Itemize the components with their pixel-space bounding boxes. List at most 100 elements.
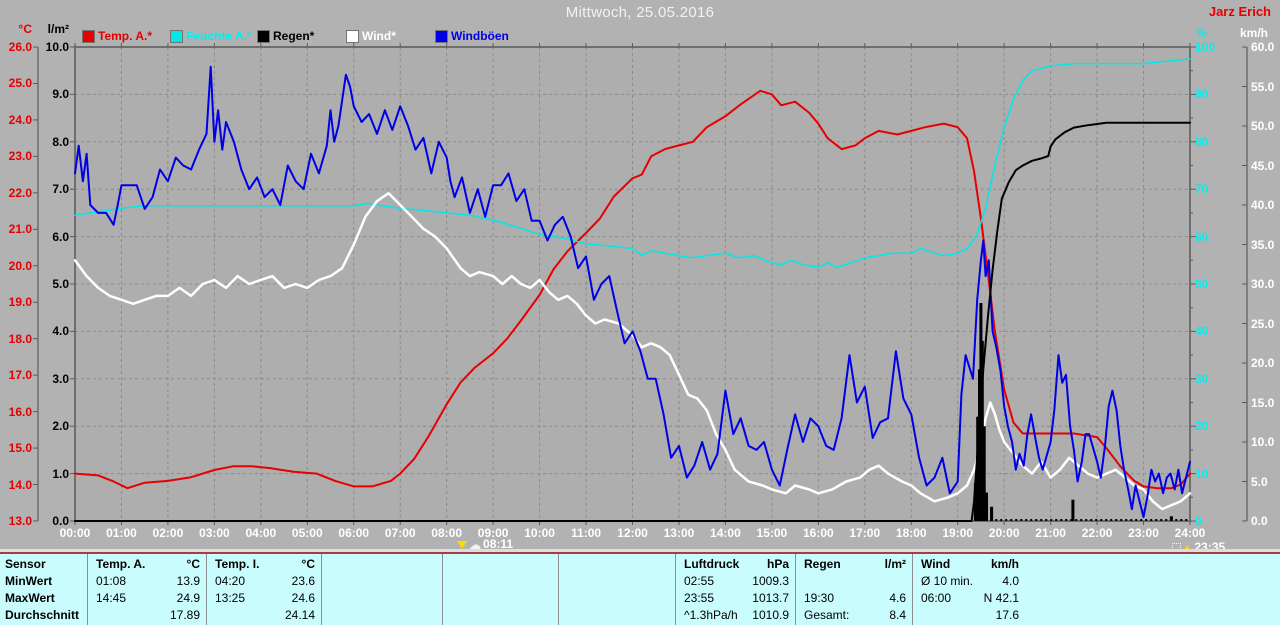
table-cell-value <box>552 590 558 607</box>
time-tick-label: 05:00 <box>291 526 323 540</box>
table-cell: 13:25 24.6 <box>207 590 321 607</box>
table-cell-time: Gesamt: <box>804 608 850 622</box>
time-tick-label: 04:00 <box>245 526 277 540</box>
humidity-tick-label: 80 <box>1195 134 1209 149</box>
time-tick-label: 00:00 <box>59 526 91 540</box>
legend-swatch-icon <box>435 29 448 43</box>
event-marker-time: 23:35 <box>1194 540 1226 554</box>
time-tick-label: 16:00 <box>802 526 834 540</box>
rain-rate-bar <box>976 416 980 521</box>
humidity-tick-label: 90 <box>1195 87 1209 102</box>
wind-tick-label: 60.0 <box>1251 40 1275 54</box>
table-cell-time: 23:55 <box>684 591 715 605</box>
table-row-labels: Sensor MinWert MaxWert Durchschnitt <box>0 554 88 625</box>
table-column-empty <box>322 554 443 625</box>
rain-tick-label: 7.0 <box>52 182 69 197</box>
temp-tick-label: 16.0 <box>8 404 32 419</box>
humidity-tick-label: 50 <box>1195 277 1209 291</box>
wind-tick-label: 35.0 <box>1251 237 1275 252</box>
temp-tick-label: 19.0 <box>8 295 32 310</box>
table-row-label: MaxWert <box>5 591 55 605</box>
rain-rate-bar <box>1169 516 1173 521</box>
table-cell <box>443 607 558 624</box>
wind-tick-label: 55.0 <box>1251 79 1275 94</box>
table-cell <box>322 573 442 590</box>
table-cell <box>559 556 675 573</box>
time-tick-label: 19:00 <box>942 526 974 540</box>
rain-rate-bar <box>1071 499 1075 521</box>
table-row-label: Durchschnitt <box>5 608 80 622</box>
time-tick-label: 01:00 <box>106 526 137 540</box>
table-cell-time <box>322 590 330 607</box>
table-cell: Ø 10 min. 4.0 <box>913 573 1025 590</box>
table-cell: 04:20 23.6 <box>207 573 321 590</box>
table-cell-value: 1010.9 <box>752 608 789 622</box>
table-column-wind: Wind km/h Ø 10 min. 4.0 06:00 N 42.1 17.6 <box>913 554 1025 625</box>
wind-tick-label: 5.0 <box>1251 474 1268 489</box>
table-cell-time <box>443 607 451 624</box>
rain-rate-bar <box>982 426 986 521</box>
humidity-tick-label: 40 <box>1195 324 1209 339</box>
temp-tick-label: 25.0 <box>8 76 32 91</box>
table-cell <box>322 556 442 573</box>
table-cell-time <box>322 573 330 590</box>
legend-item: Feuchte A.* <box>170 29 252 43</box>
chart-plot-area[interactable] <box>0 0 1280 552</box>
humidity-tick-label: 20 <box>1195 419 1209 434</box>
table-cell-time: 04:20 <box>215 574 246 588</box>
table-cell-value: 17.89 <box>169 608 200 622</box>
table-cell-value: °C <box>186 557 200 571</box>
table-cell: 17.6 <box>913 607 1025 624</box>
series-temp-a- <box>74 89 1191 490</box>
table-cell-time <box>913 607 921 624</box>
table-cell-value: km/h <box>990 557 1019 571</box>
table-cell: 01:08 13.9 <box>88 573 206 590</box>
up-arrow-icon <box>1182 545 1193 553</box>
table-cell-value: 17.6 <box>995 608 1019 622</box>
table-cell-time <box>322 556 330 573</box>
series-feuchte-a- <box>74 58 1191 269</box>
time-tick-label: 03:00 <box>199 526 230 540</box>
legend-item: Regen* <box>257 29 315 43</box>
time-tick-label: 12:00 <box>617 526 648 540</box>
table-cell: Temp. A. °C <box>88 556 206 573</box>
table-cell <box>443 573 558 590</box>
time-tick-label: 17:00 <box>849 526 881 540</box>
summary-table: Sensor MinWert MaxWert Durchschnitt Temp. A.… <box>0 552 1280 625</box>
table-cell-value: 24.9 <box>176 591 200 605</box>
wind-tick-label: 20.0 <box>1251 356 1275 370</box>
temp-tick-label: 14.0 <box>8 477 32 492</box>
time-tick-label: 09:00 <box>477 526 509 540</box>
humidity-tick-label: 10 <box>1195 466 1209 481</box>
table-cell-time <box>559 607 567 624</box>
table-cell-value <box>669 556 675 573</box>
table-cell-time <box>796 573 804 590</box>
time-tick-label: 20:00 <box>988 526 1020 540</box>
table-row-label: MinWert <box>5 574 53 588</box>
station-name: Jarz Erich <box>1208 4 1271 19</box>
rain-tick-label: 9.0 <box>52 87 69 102</box>
rain-tick-label: 4.0 <box>52 324 69 339</box>
table-cell-value: °C <box>301 557 315 571</box>
table-cell-time: 06:00 <box>921 591 952 605</box>
table-cell-value: l/m² <box>884 557 906 571</box>
legend-label: Windböen <box>451 29 509 43</box>
table-column-temp-a-: Temp. A. °C 01:08 13.9 14:45 24.9 17.89 <box>88 554 207 625</box>
table-cell-value <box>669 607 675 624</box>
table-cell-time <box>559 573 567 590</box>
time-tick-label: 21:00 <box>1035 526 1066 540</box>
time-tick-label: 02:00 <box>152 526 184 540</box>
rain-tick-label: 5.0 <box>52 277 69 291</box>
rain-tick-label: 8.0 <box>52 134 69 149</box>
table-cell <box>322 590 442 607</box>
table-cell-time <box>559 556 567 573</box>
table-cell-value <box>906 573 912 590</box>
table-cell-value <box>552 573 558 590</box>
table-column-temp-i-: Temp. I. °C 04:20 23.6 13:25 24.6 24.14 <box>207 554 322 625</box>
table-column-empty <box>559 554 676 625</box>
table-cell-value <box>436 556 442 573</box>
legend-label: Regen* <box>273 29 315 43</box>
table-cell-value <box>436 590 442 607</box>
time-tick-label: 06:00 <box>338 526 370 540</box>
